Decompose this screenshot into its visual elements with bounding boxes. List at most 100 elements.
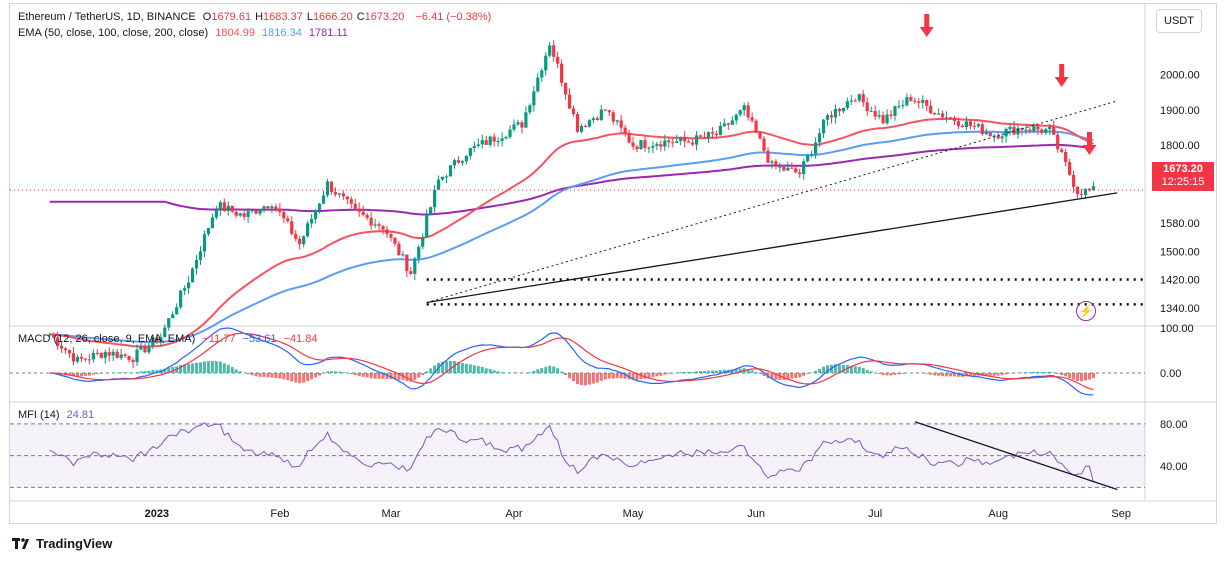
candle-body xyxy=(690,142,695,145)
macd-histogram-bar xyxy=(841,364,845,373)
ohlc-key-l: L xyxy=(306,11,313,23)
macd-histogram-bar xyxy=(476,366,480,373)
macd-histogram-bar xyxy=(746,369,750,373)
candle-body xyxy=(710,132,715,134)
macd-histogram-bar xyxy=(75,373,79,377)
candle-body xyxy=(480,140,484,145)
candle-body xyxy=(472,146,476,148)
macd-histogram-bar xyxy=(393,373,397,380)
macd-histogram-bar xyxy=(318,373,322,376)
candle-body xyxy=(389,234,393,238)
currency-button[interactable]: USDT xyxy=(1156,9,1202,33)
candle-body xyxy=(302,236,306,245)
time-tick-label: Jul xyxy=(868,508,882,520)
candle-body xyxy=(766,150,770,163)
macd-histogram-bar xyxy=(377,373,381,379)
candle-body xyxy=(250,210,254,212)
candle-body xyxy=(857,94,861,101)
candle-body xyxy=(433,189,437,208)
macd-histogram-bar xyxy=(837,364,841,373)
macd-histogram-bar xyxy=(540,368,544,373)
candle-body xyxy=(774,161,778,167)
macd-histogram-bar xyxy=(861,368,865,373)
macd-histogram-bar xyxy=(1000,373,1004,376)
candle-body xyxy=(1044,129,1048,133)
candle-body xyxy=(933,113,937,115)
macd-histogram-bar xyxy=(893,373,897,375)
candle-body xyxy=(242,213,246,217)
macd-histogram-bar xyxy=(286,373,290,381)
candle-body xyxy=(425,214,429,238)
candle-body xyxy=(651,145,655,148)
macd-histogram-bar xyxy=(782,373,786,380)
macd-histogram-bar xyxy=(397,373,401,381)
candle-body xyxy=(849,100,853,102)
candle-body xyxy=(1032,126,1036,132)
ema100-value: 1816.34 xyxy=(262,27,302,39)
candle-body xyxy=(552,45,556,57)
candle-body xyxy=(575,113,580,132)
candle-body xyxy=(381,225,385,230)
candle-body xyxy=(1079,194,1084,196)
candle-body xyxy=(687,141,691,143)
macd-histogram-bar xyxy=(623,373,627,379)
chart-canvas[interactable]: 2000.001900.001800.001700.001580.001500.… xyxy=(10,4,1216,523)
macd-histogram-bar xyxy=(631,373,635,380)
macd-histogram-bar xyxy=(877,373,881,374)
candle-body xyxy=(571,108,576,114)
candle-body xyxy=(286,218,290,222)
macd-histogram-bar xyxy=(956,373,960,377)
candle-body xyxy=(429,207,433,215)
lightning-circle-icon[interactable]: ⚡ xyxy=(1076,301,1096,321)
macd-histogram-bar xyxy=(429,368,433,373)
time-tick-label: Mar xyxy=(382,508,401,520)
mfi-legend: MFI (14) 24.81 xyxy=(18,409,98,421)
candle-body xyxy=(107,352,111,356)
macd-histogram-bar xyxy=(381,373,385,379)
candle-body xyxy=(718,126,722,135)
candle-body xyxy=(59,346,64,349)
candle-body xyxy=(290,221,294,234)
candle-body xyxy=(738,110,742,115)
macd-histogram-bar xyxy=(167,367,171,373)
candle-body xyxy=(591,118,595,121)
candle-body xyxy=(563,82,568,95)
candle-body xyxy=(714,133,718,135)
macd-histogram-bar xyxy=(897,373,901,375)
candle-body xyxy=(536,77,540,92)
candle-body xyxy=(413,258,417,274)
ohlc-key-h: H xyxy=(255,11,264,23)
candle-body xyxy=(556,56,560,64)
candle-body xyxy=(496,140,500,142)
candle-body xyxy=(226,205,230,212)
macd-histogram-bar xyxy=(147,370,151,373)
macd-histogram-bar xyxy=(294,373,298,383)
macd-histogram-bar xyxy=(1024,372,1028,373)
candle-body xyxy=(825,115,830,120)
candle-body xyxy=(786,167,790,171)
macd-histogram-bar xyxy=(865,369,869,373)
candle-body xyxy=(143,346,147,353)
candle-body xyxy=(833,108,838,118)
candle-body xyxy=(655,144,659,146)
macd-histogram-bar xyxy=(738,368,742,373)
candle-body xyxy=(702,136,707,138)
macd-histogram-bar xyxy=(556,368,560,373)
time-tick-label: Apr xyxy=(505,508,522,520)
candle-body xyxy=(440,176,445,180)
macd-histogram-bar xyxy=(798,373,802,378)
price-change: −6.41 (−0.38%) xyxy=(415,11,492,23)
macd-histogram-bar xyxy=(528,372,532,373)
macd-histogram-bar xyxy=(794,373,798,379)
macd-histogram-bar xyxy=(1064,373,1068,377)
macd-histogram-bar xyxy=(480,366,484,373)
trendline xyxy=(426,100,1118,304)
candle-body xyxy=(841,107,845,112)
candle-body xyxy=(405,254,409,272)
macd-histogram-bar xyxy=(536,369,540,373)
price-tick-label: 1420.00 xyxy=(1160,275,1200,287)
macd-histogram-bar xyxy=(564,373,568,375)
candle-body xyxy=(516,122,520,125)
macd-histogram-bar xyxy=(806,373,810,374)
candle-body xyxy=(468,147,472,156)
